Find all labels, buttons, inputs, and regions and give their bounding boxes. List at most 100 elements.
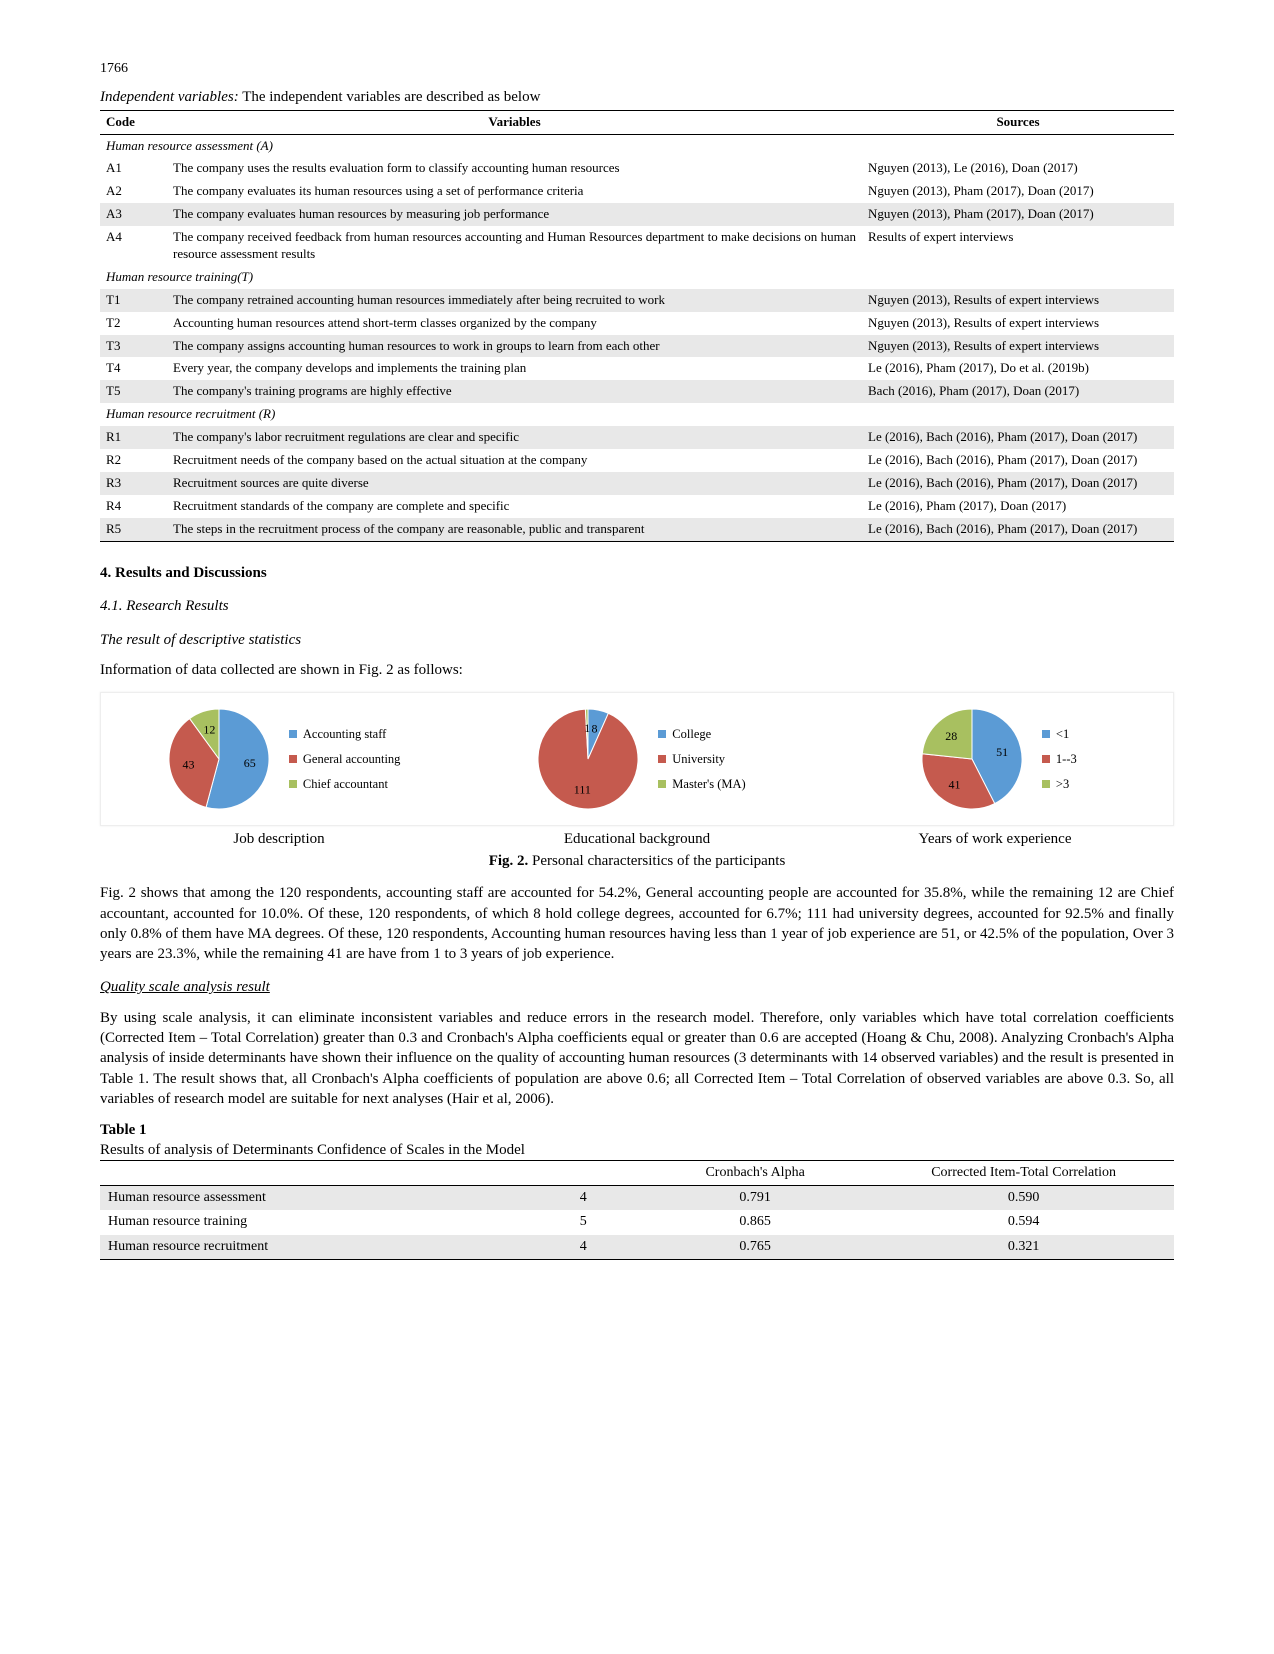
vars-variable: The company uses the results evaluation …: [167, 157, 862, 180]
vars-code: A3: [100, 203, 167, 226]
vars-variable: The company's labor recruitment regulati…: [167, 426, 862, 449]
legend-label: Chief accountant: [303, 772, 388, 797]
legend-swatch: [658, 730, 666, 738]
table-row: T4Every year, the company develops and i…: [100, 357, 1174, 380]
legend-item: General accounting: [289, 747, 401, 772]
chart-title: Educational background: [458, 830, 816, 850]
vars-code: T4: [100, 357, 167, 380]
pie-chart: 514128: [912, 699, 1032, 819]
pie-slice-label: 51: [996, 745, 1008, 759]
pie-slice-label: 1: [584, 721, 590, 735]
vars-source: Nguyen (2013), Results of expert intervi…: [862, 312, 1174, 335]
legend-label: 1--3: [1056, 747, 1077, 772]
intro-line: Independent variables: The independent v…: [100, 88, 1174, 108]
t1-cell: 0.791: [637, 1186, 873, 1211]
descriptive-stats-title: The result of descriptive statistics: [100, 631, 1174, 651]
table-row: T1The company retrained accounting human…: [100, 289, 1174, 312]
table-row: T3The company assigns accounting human r…: [100, 335, 1174, 358]
intro-rest: The independent variables are described …: [239, 89, 541, 105]
legend-swatch: [289, 755, 297, 763]
vars-variable: Every year, the company develops and imp…: [167, 357, 862, 380]
vars-source: Nguyen (2013), Results of expert intervi…: [862, 335, 1174, 358]
fig2-charts: 654312 Accounting staffGeneral accounting…: [100, 692, 1174, 826]
table-row: R3Recruitment sources are quite diverseL…: [100, 472, 1174, 495]
vars-variable: The company's training programs are high…: [167, 380, 862, 403]
table-row: R4Recruitment standards of the company a…: [100, 495, 1174, 518]
table-row: R5The steps in the recruitment process o…: [100, 518, 1174, 541]
t1-h3: Corrected Item-Total Correlation: [873, 1161, 1174, 1186]
fig2-caption: Fig. 2. Personal charactersitics of the …: [100, 852, 1174, 872]
pie-slice-label: 111: [574, 783, 591, 797]
pie-slice-label: 12: [203, 723, 215, 737]
vars-source: Le (2016), Bach (2016), Pham (2017), Doa…: [862, 518, 1174, 541]
vars-source: Le (2016), Bach (2016), Pham (2017), Doa…: [862, 426, 1174, 449]
legend-swatch: [1042, 755, 1050, 763]
vars-variable: The company evaluates its human resource…: [167, 180, 862, 203]
vars-code: R2: [100, 449, 167, 472]
t1-cell: 0.765: [637, 1235, 873, 1260]
table-row: A2The company evaluates its human resour…: [100, 180, 1174, 203]
table-row: Human resource assessment40.7910.590: [100, 1186, 1174, 1211]
vars-th-variables: Variables: [167, 110, 862, 134]
legend-label: Accounting staff: [303, 722, 386, 747]
t1-cell: Human resource training: [100, 1210, 530, 1234]
intro-prefix: Independent variables:: [100, 89, 239, 105]
vars-source: Results of expert interviews: [862, 226, 1174, 266]
table1: Cronbach's Alpha Corrected Item-Total Co…: [100, 1160, 1174, 1260]
chart-title: Years of work experience: [816, 830, 1174, 850]
pie-slice-label: 65: [244, 756, 256, 770]
chart-titles-row: Job descriptionEducational backgroundYea…: [100, 830, 1174, 850]
fig2-caption-rest: Personal charactersitics of the particip…: [528, 853, 785, 869]
legend-label: Master's (MA): [672, 772, 745, 797]
legend-label: College: [672, 722, 711, 747]
vars-code: T5: [100, 380, 167, 403]
legend-item: >3: [1042, 772, 1077, 797]
table-row: A3The company evaluates human resources …: [100, 203, 1174, 226]
vars-code: R1: [100, 426, 167, 449]
vars-code: R4: [100, 495, 167, 518]
chart-box: 654312 Accounting staffGeneral accounting…: [101, 699, 458, 819]
vars-section-title: Human resource recruitment (R): [100, 403, 1174, 426]
chart-title: Job description: [100, 830, 458, 850]
t1-cell: Human resource assessment: [100, 1186, 530, 1211]
chart-box: 81111CollegeUniversityMaster's (MA): [458, 699, 815, 819]
pie-slice-label: 28: [945, 729, 957, 743]
vars-source: Le (2016), Pham (2017), Do et al. (2019b…: [862, 357, 1174, 380]
vars-source: Nguyen (2013), Pham (2017), Doan (2017): [862, 203, 1174, 226]
section-4-title: 4. Results and Discussions: [100, 564, 1174, 584]
vars-variable: The steps in the recruitment process of …: [167, 518, 862, 541]
t1-cell: 4: [530, 1186, 637, 1211]
t1-cell: 4: [530, 1235, 637, 1260]
vars-source: Le (2016), Pham (2017), Doan (2017): [862, 495, 1174, 518]
variables-table: Code Variables Sources Human resource as…: [100, 110, 1174, 542]
vars-th-sources: Sources: [862, 110, 1174, 134]
table-row: T5The company's training programs are hi…: [100, 380, 1174, 403]
table-row: Human resource training50.8650.594: [100, 1210, 1174, 1234]
legend-swatch: [658, 755, 666, 763]
legend-swatch: [289, 730, 297, 738]
vars-section-title: Human resource training(T): [100, 266, 1174, 289]
pie-chart: 654312: [159, 699, 279, 819]
legend-item: Chief accountant: [289, 772, 401, 797]
vars-variable: The company retrained accounting human r…: [167, 289, 862, 312]
vars-source: Nguyen (2013), Results of expert intervi…: [862, 289, 1174, 312]
legend-item: College: [658, 722, 745, 747]
table-row: R1The company's labor recruitment regula…: [100, 426, 1174, 449]
legend-label: <1: [1056, 722, 1069, 747]
legend-swatch: [1042, 730, 1050, 738]
legend-swatch: [1042, 780, 1050, 788]
vars-code: A1: [100, 157, 167, 180]
legend-swatch: [658, 780, 666, 788]
vars-variable: Recruitment needs of the company based o…: [167, 449, 862, 472]
vars-source: Bach (2016), Pham (2017), Doan (2017): [862, 380, 1174, 403]
t1-h0: [100, 1161, 530, 1186]
legend-item: Accounting staff: [289, 722, 401, 747]
t1-cell: Human resource recruitment: [100, 1235, 530, 1260]
legend-item: University: [658, 747, 745, 772]
vars-source: Le (2016), Bach (2016), Pham (2017), Doa…: [862, 472, 1174, 495]
vars-variable: The company received feedback from human…: [167, 226, 862, 266]
table-row: A1The company uses the results evaluatio…: [100, 157, 1174, 180]
vars-code: A4: [100, 226, 167, 266]
vars-variable: Accounting human resources attend short-…: [167, 312, 862, 335]
legend-item: <1: [1042, 722, 1077, 747]
